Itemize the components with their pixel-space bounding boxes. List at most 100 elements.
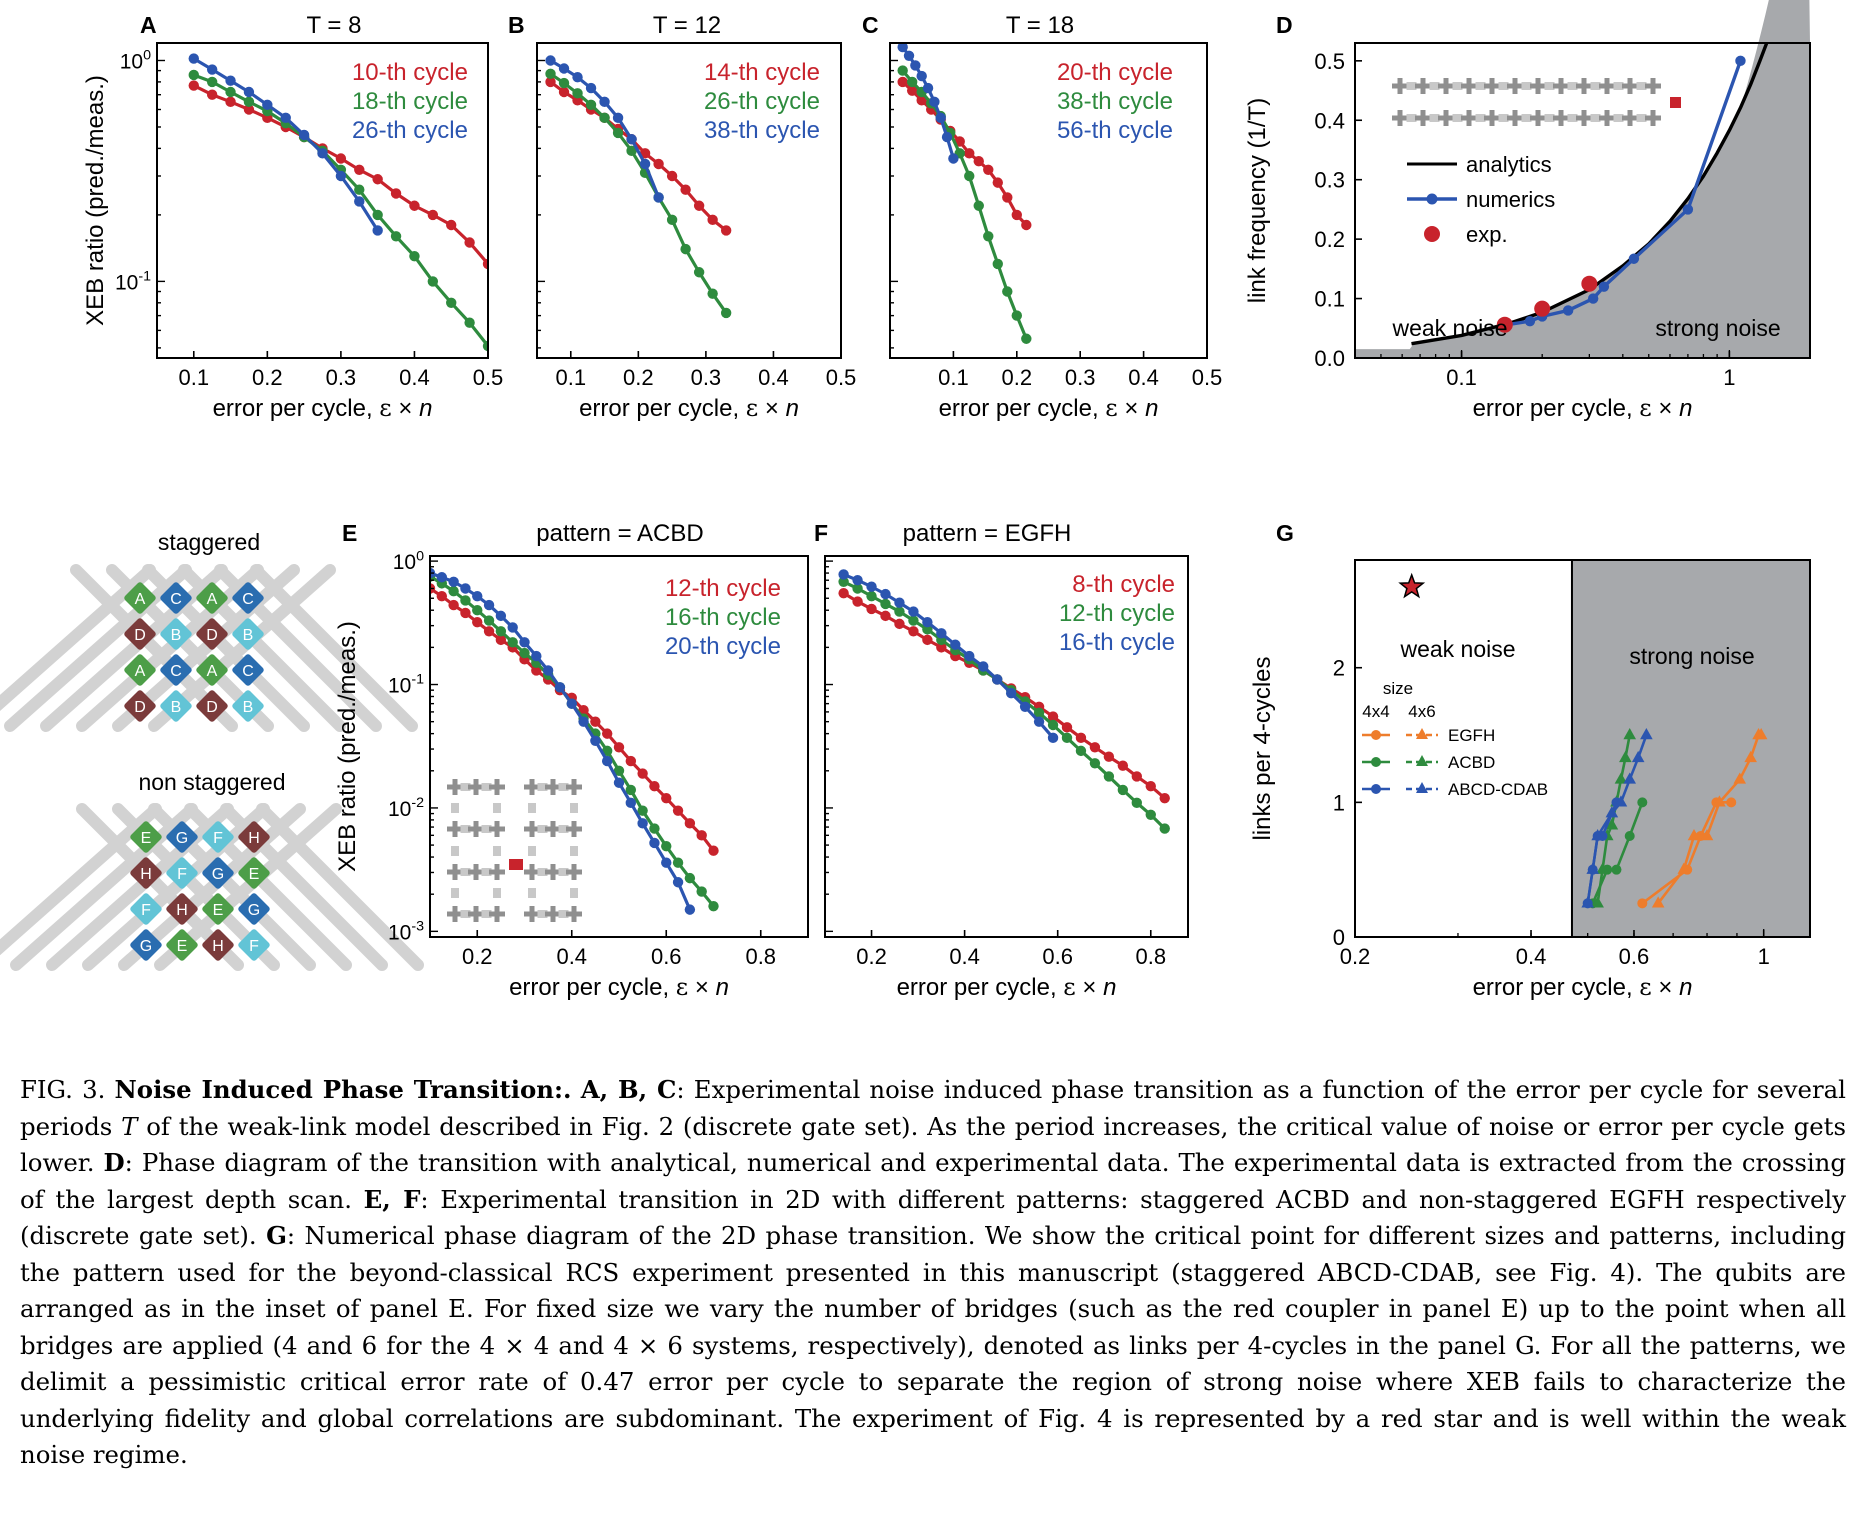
inset-coupler bbox=[493, 803, 501, 813]
inset-coupler bbox=[1544, 82, 1555, 90]
inset-qubit bbox=[566, 906, 582, 922]
data-point bbox=[1075, 732, 1087, 744]
data-point bbox=[637, 805, 648, 816]
data-point bbox=[983, 231, 994, 242]
y-tick-label: 0.3 bbox=[1314, 168, 1345, 193]
inset-coupler bbox=[1567, 114, 1578, 122]
staggered-lattice: A C A C D B D B A C A C D B D B bbox=[0, 564, 418, 732]
inset-qubit bbox=[489, 779, 505, 795]
legend-entry: 18-th cycle bbox=[352, 88, 468, 115]
qubit-letter: H bbox=[140, 866, 152, 883]
x-axis-label-part-2: × bbox=[1076, 974, 1103, 1001]
legend-entry: 38-th cycle bbox=[704, 117, 820, 144]
y-tick-label: 100 bbox=[393, 548, 424, 574]
lattice-coupler bbox=[82, 803, 270, 971]
qubit-letter: G bbox=[248, 902, 260, 919]
data-point bbox=[519, 647, 530, 659]
non-staggered-lattice: E G F H H F G E F H E G G E H F bbox=[0, 803, 424, 971]
y-axis-label: link frequency (1/T) bbox=[1244, 98, 1271, 303]
legend-entry: ABCD-CDAB bbox=[1448, 780, 1548, 799]
data-point bbox=[354, 164, 365, 176]
x-tick-label: 0.4 bbox=[758, 365, 789, 390]
data-point bbox=[661, 857, 672, 868]
data-point bbox=[680, 184, 691, 195]
x-axis-label-part-2: × bbox=[1652, 395, 1679, 422]
qubit-chip bbox=[196, 618, 228, 650]
inset-coupler bbox=[460, 825, 471, 833]
inset-qubit bbox=[524, 906, 540, 922]
inset-coupler bbox=[451, 846, 459, 856]
data-point bbox=[1631, 750, 1645, 763]
qubit-chip bbox=[202, 929, 234, 961]
inset-qubit bbox=[468, 779, 484, 795]
red-coupler bbox=[509, 859, 523, 870]
inset-coupler bbox=[528, 888, 536, 898]
inset-qubit bbox=[1461, 110, 1477, 126]
inset-coupler bbox=[451, 888, 459, 898]
data-point bbox=[964, 170, 975, 182]
y-tick-label: 0.4 bbox=[1314, 108, 1345, 133]
inset-coupler bbox=[1544, 114, 1555, 122]
data-point bbox=[335, 170, 347, 182]
x-axis-label-part-3: n bbox=[1679, 974, 1692, 1001]
x-tick-label: 0.3 bbox=[1065, 365, 1096, 390]
data-point bbox=[372, 174, 383, 185]
inset-coupler bbox=[481, 910, 492, 918]
data-point bbox=[661, 840, 672, 852]
data-point bbox=[448, 599, 459, 611]
data-point bbox=[1117, 784, 1129, 796]
x-axis-label-part-0: error per cycle, bbox=[1473, 974, 1640, 1001]
lattice-coupler bbox=[0, 803, 162, 956]
data-point bbox=[436, 572, 448, 583]
qubit-H: H bbox=[130, 857, 162, 889]
inset-coupler bbox=[558, 910, 569, 918]
legend: analytics numerics exp. bbox=[1407, 152, 1555, 247]
data-point bbox=[1145, 809, 1156, 820]
qubit-letter: A bbox=[207, 663, 218, 680]
qubit-E: E bbox=[166, 929, 198, 961]
inset-qubit bbox=[468, 864, 484, 880]
data-point bbox=[666, 214, 678, 226]
qubit-F: F bbox=[166, 857, 198, 889]
data-point bbox=[922, 624, 933, 635]
inset-qubit bbox=[1553, 110, 1569, 126]
legend-entry: analytics bbox=[1466, 152, 1552, 177]
inset-coupler bbox=[451, 803, 459, 813]
legend-entry: ACBD bbox=[1448, 753, 1495, 772]
data-point bbox=[446, 219, 457, 231]
legend-entry: 16-th cycle bbox=[1059, 629, 1175, 656]
data-point bbox=[707, 288, 718, 299]
data-point bbox=[941, 131, 953, 143]
data-point bbox=[225, 75, 236, 86]
legend-entry: numerics bbox=[1466, 187, 1555, 212]
qubit-chip bbox=[130, 929, 162, 961]
qubit-chip bbox=[202, 893, 234, 925]
qubit-E: E bbox=[238, 857, 270, 889]
lattice-coupler bbox=[0, 564, 156, 711]
panel-C: 0.1 0.2 0.3 0.4 0.5 error per cycle, ε × n 20-… bbox=[889, 42, 1222, 422]
inset-coupler bbox=[537, 868, 548, 876]
data-point bbox=[613, 765, 625, 776]
legend-swatch-marker bbox=[1416, 728, 1428, 739]
qubit-chip bbox=[232, 690, 264, 722]
qubit-D: D bbox=[196, 690, 228, 722]
plot-frame bbox=[1354, 42, 1811, 359]
lattice-coupler bbox=[250, 564, 418, 732]
data-point bbox=[613, 777, 625, 788]
panel-label-G: G bbox=[1276, 520, 1294, 546]
data-point bbox=[852, 596, 863, 607]
data-point bbox=[1117, 760, 1129, 771]
panel-label-B: B bbox=[508, 12, 525, 38]
region-label-weak: weak noise bbox=[1391, 315, 1507, 341]
experiment-star bbox=[1398, 572, 1426, 599]
legend: size 4x4 4x6 EGFH ACBD ABCD-CDAB bbox=[1362, 679, 1548, 799]
x-tick-label: 0.4 bbox=[399, 365, 430, 390]
qubit-letter: C bbox=[170, 663, 182, 680]
panel-title-C: T = 18 bbox=[1006, 12, 1074, 39]
inset-coupler bbox=[1429, 82, 1440, 90]
data-point bbox=[317, 148, 328, 159]
data-point bbox=[1061, 732, 1073, 744]
qubit-B: B bbox=[232, 618, 264, 650]
data-point bbox=[707, 214, 718, 226]
inset-coupler bbox=[460, 910, 471, 918]
